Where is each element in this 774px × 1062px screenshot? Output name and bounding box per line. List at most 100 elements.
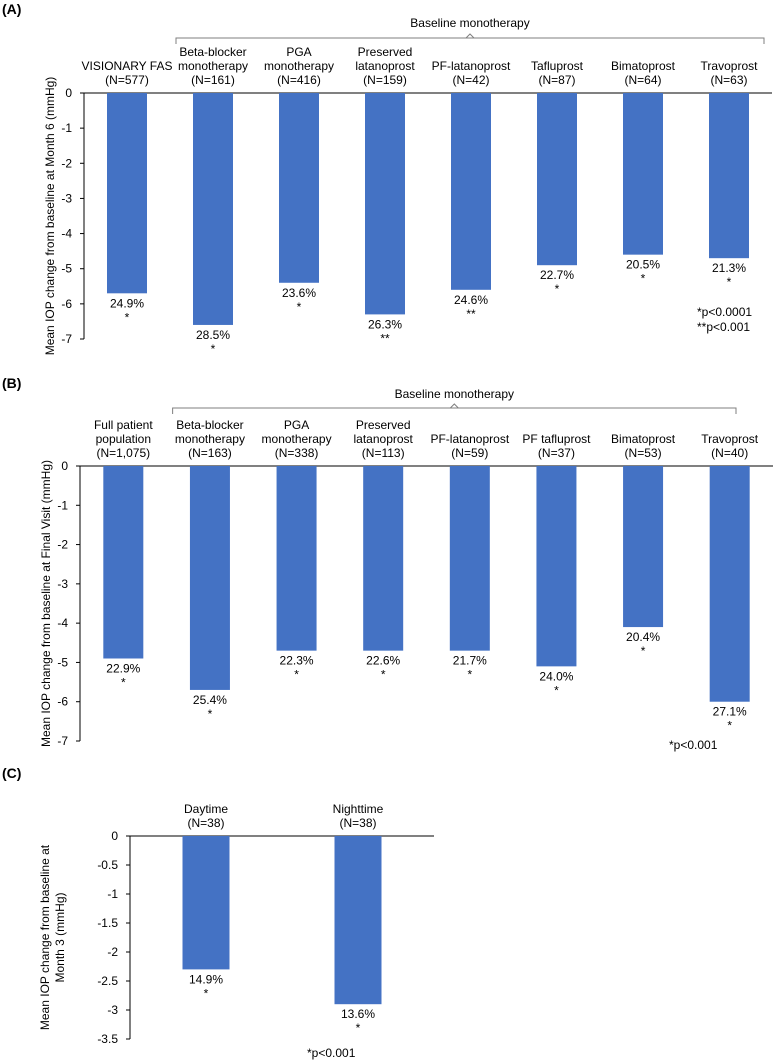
- category-label: (N=338): [275, 446, 319, 460]
- significance-marker: *: [727, 275, 732, 289]
- category-label: (N=159): [363, 73, 407, 87]
- percent-label: 26.3%: [368, 317, 402, 331]
- significance-note: *p<0.0001: [697, 305, 752, 319]
- category-label: (N=163): [188, 446, 232, 460]
- y-axis-label: Mean IOP change from baseline at Final V…: [39, 460, 53, 747]
- chart-panel-2: (B) 0 -1 -2 -3 -4 -5 -6 -7 Mean IOP change from b…: [2, 375, 773, 752]
- category-label: PF-latanoprost: [432, 59, 511, 73]
- percent-label: 22.9%: [106, 662, 140, 676]
- y-tick-label: -5: [61, 262, 72, 276]
- category-label: (N=38): [187, 816, 224, 830]
- percent-label: 20.4%: [626, 630, 660, 644]
- category-label: (N=53): [625, 446, 662, 460]
- bar: [189, 466, 230, 690]
- significance-marker: *: [467, 668, 472, 682]
- percent-label: 25.4%: [193, 693, 227, 707]
- bar: [623, 466, 664, 628]
- bracket-label: Baseline monotherapy: [395, 387, 514, 401]
- bar: [182, 836, 230, 970]
- bar: [365, 93, 405, 315]
- bracket-label: Baseline monotherapy: [410, 16, 529, 30]
- y-tick-label: -6: [57, 695, 68, 709]
- panel-label: (C): [2, 765, 21, 781]
- bar: [451, 93, 491, 290]
- chart-panel-1: (A) 0 -1 -2 -3 -4 -5 -6 -7 Mean IOP change from b…: [2, 1, 772, 356]
- chart-panel-3: (C) 0 -0.5 -1 -1.5 -2 -2.5 -3 -3.5 Mean IOP chang…: [2, 765, 434, 1060]
- y-tick-label: -0.5: [97, 858, 118, 872]
- category-label: Preserved: [358, 45, 413, 59]
- significance-marker: *: [121, 676, 126, 690]
- percent-label: 24.9%: [110, 296, 144, 310]
- bar: [537, 93, 577, 266]
- percent-label: 13.6%: [341, 1007, 375, 1021]
- y-tick-label: -6: [61, 297, 72, 311]
- y-tick-label: -3: [61, 191, 72, 205]
- percent-label: 21.7%: [453, 654, 487, 668]
- category-label: monotherapy: [264, 59, 334, 73]
- category-label: (N=416): [277, 73, 321, 87]
- category-label: (N=38): [339, 816, 376, 830]
- category-label: Nighttime: [333, 802, 384, 816]
- category-label: monotherapy: [175, 432, 245, 446]
- category-label: population: [96, 432, 151, 446]
- category-label: (N=37): [538, 446, 575, 460]
- y-tick-label: -2: [107, 945, 118, 959]
- category-label: latanoprost: [354, 432, 414, 446]
- category-label: (N=64): [624, 73, 661, 87]
- significance-marker: *: [125, 310, 130, 324]
- category-label: (N=42): [452, 73, 489, 87]
- category-label: Beta-blocker: [179, 45, 246, 59]
- significance-marker: *: [641, 272, 646, 286]
- category-label: PGA: [286, 45, 311, 59]
- y-tick-label: -2: [57, 538, 68, 552]
- category-label: PF-latanoprost: [430, 432, 509, 446]
- category-label: (N=63): [710, 73, 747, 87]
- y-tick-label: -4: [57, 616, 68, 630]
- y-tick-label: -1.5: [97, 916, 118, 930]
- significance-marker: *: [297, 300, 302, 314]
- significance-marker: *: [381, 668, 386, 682]
- panel-label: (A): [2, 1, 21, 17]
- significance-marker: *: [204, 986, 209, 1000]
- significance-note: **p<0.001: [697, 320, 750, 334]
- category-label: monotherapy: [178, 59, 248, 73]
- bar: [623, 93, 663, 255]
- y-tick-label: -7: [57, 734, 68, 748]
- category-label: (N=1,075): [96, 446, 150, 460]
- significance-note: *p<0.001: [669, 738, 718, 752]
- y-tick-label: -5: [57, 655, 68, 669]
- bar: [103, 466, 144, 659]
- bar: [363, 466, 404, 651]
- category-label: (N=87): [538, 73, 575, 87]
- y-axis-label: Mean IOP change from baseline atMonth 3 …: [38, 844, 67, 1030]
- significance-marker: *: [727, 719, 732, 733]
- category-label: Bimatoprost: [611, 432, 676, 446]
- category-label: Beta-blocker: [176, 418, 243, 432]
- category-label: PGA: [284, 418, 309, 432]
- y-tick-label: -2: [61, 156, 72, 170]
- percent-label: 24.0%: [539, 669, 573, 683]
- y-axis-label: Mean IOP change from baseline at Month 6…: [43, 77, 57, 356]
- significance-note: *p<0.001: [307, 1046, 356, 1060]
- y-tick-label: -3: [57, 577, 68, 591]
- category-label: monotherapy: [262, 432, 332, 446]
- category-label: Tafluprost: [531, 59, 584, 73]
- bar: [193, 93, 233, 325]
- category-label: (N=40): [711, 446, 748, 460]
- category-label: VISIONARY FAS: [82, 59, 173, 73]
- category-label: Travoprost: [701, 59, 759, 73]
- bar: [107, 93, 147, 294]
- percent-label: 24.6%: [454, 293, 488, 307]
- percent-label: 28.5%: [196, 328, 230, 342]
- category-label: Travoprost: [701, 432, 759, 446]
- significance-marker: *: [555, 282, 560, 296]
- significance-marker: *: [641, 644, 646, 658]
- significance-marker: *: [211, 342, 216, 356]
- y-tick-label: 0: [65, 86, 72, 100]
- percent-label: 22.6%: [366, 654, 400, 668]
- percent-label: 20.5%: [626, 258, 660, 272]
- y-tick-label: 0: [111, 829, 118, 843]
- y-axis-label-line: Month 3 (mmHg): [53, 892, 67, 982]
- y-tick-label: -7: [61, 332, 72, 346]
